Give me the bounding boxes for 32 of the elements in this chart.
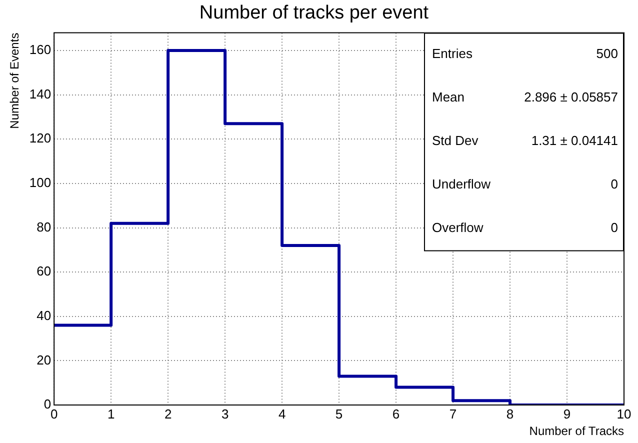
y-tick-label: 160 <box>29 42 52 58</box>
annotation: Entries <box>432 46 473 62</box>
x-tick-label: 8 <box>506 406 514 422</box>
x-tick-label: 2 <box>164 406 172 422</box>
y-tick-label: 120 <box>29 130 52 146</box>
x-tick-label: 6 <box>392 406 400 422</box>
annotation: 1.31 ± 0.04141 <box>531 133 618 148</box>
annotation: 0 <box>610 220 618 236</box>
annotation: 0 <box>610 176 618 192</box>
y-tick-label: 100 <box>29 175 52 190</box>
annotation: 2.896 ± 0.05857 <box>524 90 618 105</box>
x-tick-label: 4 <box>278 406 286 422</box>
y-tick-label: 0 <box>44 396 52 412</box>
y-tick-label: 80 <box>36 219 52 234</box>
x-tick-label: 10 <box>616 406 632 422</box>
x-tick-label: 9 <box>563 406 571 422</box>
y-tick-label: 20 <box>36 352 52 368</box>
y-tick-label: 140 <box>29 86 52 102</box>
annotation: Std Dev <box>432 133 479 148</box>
chart-title: Number of tracks per event <box>199 2 430 24</box>
x-tick-label: 7 <box>449 406 457 422</box>
x-axis-title: Number of Tracks <box>529 424 624 438</box>
y-axis-title: Number of Events <box>8 32 22 129</box>
annotation: Mean <box>432 90 465 105</box>
x-tick-label: 5 <box>335 406 343 422</box>
x-tick-label: 1 <box>107 406 115 422</box>
annotation: Underflow <box>432 176 492 192</box>
annotation: 500 <box>596 46 618 62</box>
y-tick-label: 60 <box>36 264 52 279</box>
x-tick-label: 3 <box>221 406 229 422</box>
y-tick-label: 40 <box>36 308 52 323</box>
annotation: Overflow <box>432 220 484 236</box>
